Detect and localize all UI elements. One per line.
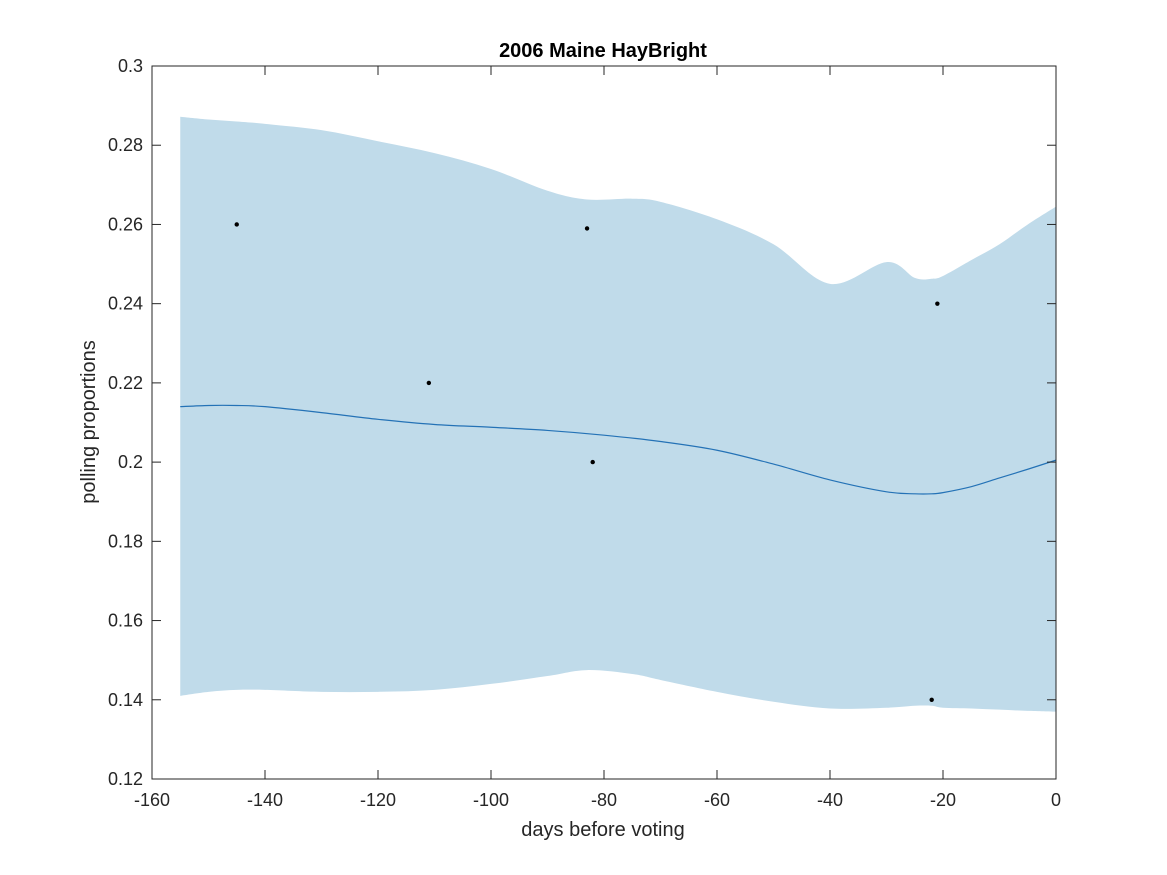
y-tick-label: 0.16 [108,611,143,631]
y-tick-label: 0.22 [108,373,143,393]
y-tick-label: 0.2 [118,452,143,472]
x-tick-label: -140 [247,790,283,810]
trend-line [180,404,1057,495]
x-tick-label: -80 [591,790,617,810]
poll-points-layer [234,222,940,702]
poll-point [935,301,940,306]
poll-point [426,380,432,386]
x-tick-label: -20 [930,790,956,810]
poll-point [929,697,934,702]
y-tick-label: 0.28 [108,135,143,155]
y-tick-label: 0.14 [108,690,143,710]
poll-point [590,459,595,465]
y-tick-label: 0.12 [108,769,143,789]
y-tick-label: 0.3 [118,56,143,76]
poll-point [234,222,239,227]
x-tick-label: 0 [1051,790,1061,810]
trend-line-layer [180,404,1057,495]
x-tick-label: -60 [704,790,730,810]
y-tick-label: 0.26 [108,214,143,234]
x-tick-label: -100 [473,790,509,810]
poll-point [584,226,590,231]
y-axis-label: polling proportions [78,340,100,503]
x-tick-label: -160 [134,790,170,810]
confidence-band-layer [180,116,1056,712]
y-tick-label: 0.18 [108,531,143,551]
confidence-band [180,116,1056,712]
x-axis-label: days before voting [521,819,684,841]
y-tick-label: 0.24 [108,294,143,314]
axes: -160 -140 -120 -100 -80 -60 -40 -20 0 0.12 0.14 0.1… [108,56,1061,810]
chart-title: 2006 Maine HayBright [499,40,707,62]
x-tick-label: -40 [817,790,843,810]
x-tick-label: -120 [360,790,396,810]
